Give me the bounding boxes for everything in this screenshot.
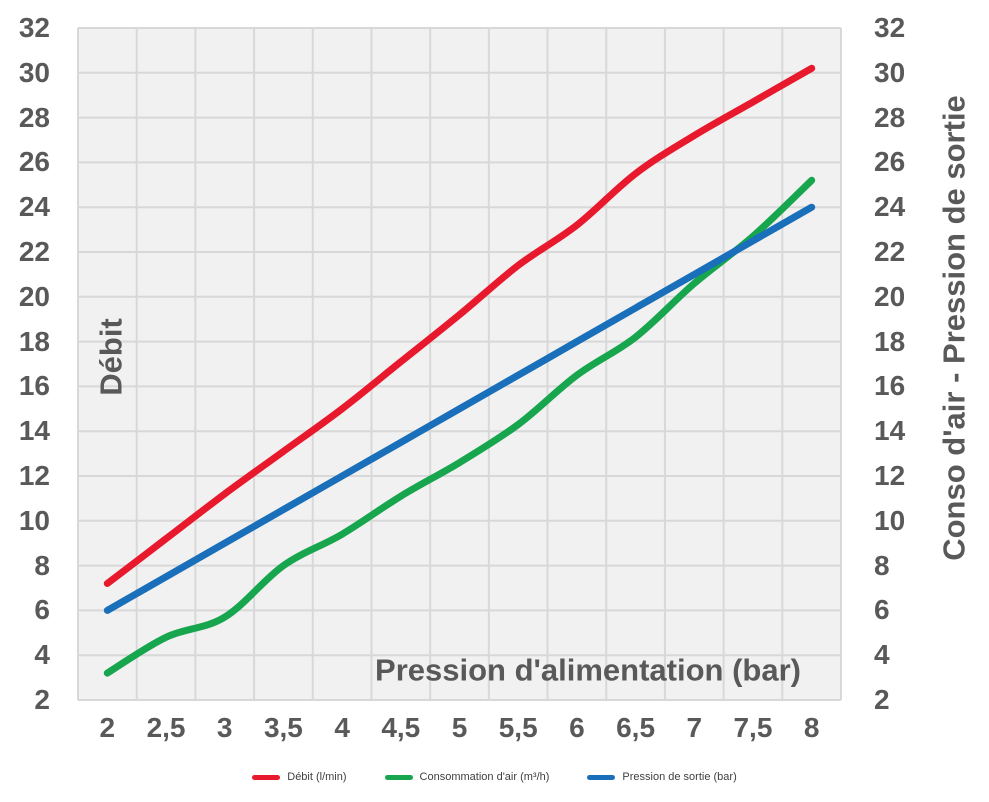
right-axis-title: Conso d'air - Pression de sortie: [936, 95, 972, 561]
x-axis-tick-label: 4: [334, 712, 350, 743]
x-axis-tick-label: 3: [216, 712, 233, 743]
right-axis-tick-label: 24: [874, 191, 906, 223]
left-axis-tick-label: 30: [18, 56, 50, 88]
left-axis-tick-label: 14: [18, 415, 50, 447]
left-axis-tick-label: 26: [18, 146, 50, 178]
legend-item-series-2: Pression de sortie (bar): [587, 771, 737, 783]
left-axis-tick-label: 16: [18, 370, 50, 402]
left-axis-tick-label: 12: [18, 460, 50, 491]
legend: Débit (l/min) Consommation d'air (m³/h) Pr…: [0, 772, 989, 783]
x-axis-title: Pression d'alimentation (bar): [375, 652, 801, 688]
right-axis-tick-label: 26: [874, 146, 906, 178]
left-axis-tick-label: 18: [18, 325, 50, 357]
legend-line-swatch: [384, 775, 413, 780]
legend-label: Pression de sortie (bar): [622, 771, 737, 783]
right-axis-tick-label: 16: [874, 370, 906, 402]
left-axis-tick-label: 8: [34, 549, 50, 581]
right-axis-tick-label: 32: [874, 12, 906, 43]
right-axis-tick-label: 18: [874, 325, 906, 357]
x-axis-tick-label: 4,5: [381, 712, 421, 743]
left-axis-tick-label: 4: [34, 639, 50, 671]
x-axis-tick-label: 6: [569, 712, 585, 743]
x-axis-tick-label: 6,5: [616, 712, 656, 743]
right-axis-tick-label: 2: [874, 684, 890, 715]
legend-line-swatch: [252, 775, 281, 780]
left-axis-tick-label: 22: [18, 236, 50, 267]
right-axis-tick-label: 10: [874, 504, 906, 536]
plot-background: [78, 28, 841, 700]
x-axis-tick-label: 8: [803, 712, 820, 743]
right-axis-tick-label: 8: [874, 549, 890, 581]
left-axis-tick-label: 10: [18, 504, 50, 536]
right-axis-tick-label: 6: [874, 594, 890, 626]
x-axis-tick-label: 7,5: [733, 712, 773, 743]
right-axis-tick-label: 12: [874, 460, 906, 491]
left-axis-tick-label: 6: [34, 594, 50, 626]
right-axis-tick-label: 28: [874, 101, 906, 133]
right-axis-tick-label: 14: [874, 415, 906, 447]
left-axis-tick-label: 32: [18, 12, 50, 43]
x-axis-tick-label: 3,5: [263, 712, 303, 743]
x-axis-tick-label: 2,5: [146, 712, 186, 743]
legend-label: Débit (l/min): [287, 771, 347, 783]
x-axis-tick-label: 7: [686, 712, 703, 743]
right-axis-tick-label: 22: [874, 236, 906, 267]
chart-line-series-0: [103, 64, 816, 587]
left-axis-tick-label: 20: [18, 280, 50, 312]
left-axis-tick-label: 2: [34, 684, 50, 715]
legend-line-swatch: [587, 775, 616, 780]
right-axis-tick-label: 30: [874, 56, 906, 88]
legend-item-series-1: Consommation d'air (m³/h): [384, 771, 550, 783]
left-axis-title: Débit: [93, 318, 129, 396]
right-axis-tick-label: 20: [874, 280, 906, 312]
legend-item-series-0: Débit (l/min): [252, 771, 347, 783]
chart-line-series-1: [103, 176, 816, 677]
right-axis-tick-label: 4: [874, 639, 890, 671]
left-axis-tick-label: 28: [18, 101, 50, 133]
x-axis-tick-label: 5: [451, 712, 468, 743]
legend-label: Consommation d'air (m³/h): [419, 771, 550, 783]
x-axis-tick-label: 5,5: [498, 712, 538, 743]
x-axis-tick-label: 2: [99, 712, 116, 743]
chart-line-series-2: [103, 203, 816, 614]
left-axis-tick-label: 24: [18, 191, 50, 223]
